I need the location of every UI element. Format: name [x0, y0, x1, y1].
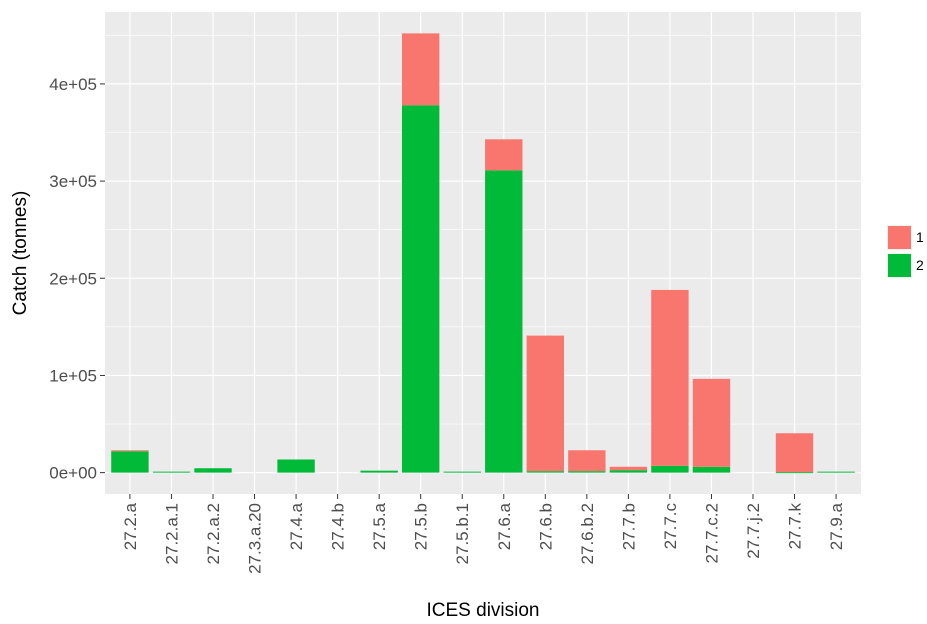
x-tick-label: 27.3.a.20	[246, 503, 265, 574]
y-tick-label: 1e+05	[49, 366, 97, 385]
bar-segment	[485, 170, 523, 473]
bar-segment	[402, 33, 440, 106]
x-tick-label: 27.7.k	[786, 503, 805, 550]
bar-segment	[111, 451, 149, 473]
x-tick-label: 27.5.b.1	[453, 503, 472, 564]
bar-segment	[402, 105, 440, 473]
x-tick-label: 27.7.c.2	[702, 503, 721, 564]
y-tick-label: 3e+05	[49, 172, 97, 191]
bar-segment	[443, 471, 481, 473]
x-tick-label: 27.2.a	[121, 502, 140, 550]
y-tick-label: 0e+00	[49, 464, 97, 483]
bar-segment	[526, 471, 564, 473]
bar-segment	[152, 471, 191, 473]
legend-label: 2	[916, 257, 924, 273]
y-tick-label: 2e+05	[49, 269, 97, 288]
bar-segment	[568, 450, 606, 472]
bar-segment	[609, 466, 648, 471]
x-tick-label: 27.6.a	[495, 502, 514, 550]
x-tick-label: 27.2.a.2	[204, 503, 223, 564]
plot-panel	[105, 12, 861, 494]
bar-segment	[360, 470, 398, 473]
bar-segment	[692, 466, 731, 473]
bar-segment	[651, 289, 689, 466]
x-axis: 27.2.a 27.2.a.1 27.2.a.2 27.3.a.20 27.4.a 27.…	[121, 494, 846, 574]
bar-segment	[194, 468, 232, 473]
y-tick-label: 4e+05	[49, 75, 97, 94]
bar-segment	[651, 465, 689, 473]
bar-segment	[277, 459, 315, 473]
x-tick-label: 27.5.a	[370, 502, 389, 550]
x-tick-label: 27.7.j.2	[744, 503, 763, 559]
bars	[111, 33, 855, 474]
x-tick-label: 27.6.b.2	[578, 503, 597, 564]
x-tick-label: 27.5.b	[412, 503, 431, 550]
bar-segment	[111, 450, 149, 452]
legend-label: 1	[916, 229, 924, 245]
bar-segment	[485, 139, 523, 171]
bar-segment	[775, 433, 814, 473]
x-axis-title: ICES division	[427, 600, 540, 621]
bar-segment	[526, 335, 564, 472]
x-tick-label: 27.4.b	[329, 503, 348, 550]
x-tick-label: 27.2.a.1	[162, 503, 181, 564]
bar-segment	[817, 471, 855, 473]
y-axis: 0e+00 1e+05 2e+05 3e+05 4e+05	[49, 75, 105, 483]
legend-key	[888, 226, 911, 249]
bar-segment	[692, 378, 731, 467]
x-tick-label: 27.6.b	[536, 503, 555, 550]
legend: 12	[887, 225, 924, 278]
bar-segment	[775, 472, 814, 474]
bar-segment	[568, 471, 606, 473]
x-tick-label: 27.7.c	[661, 503, 680, 550]
y-axis-title: Catch (tonnes)	[10, 191, 31, 316]
legend-key	[888, 254, 911, 277]
x-tick-label: 27.4.a	[287, 502, 306, 550]
x-tick-label: 27.7.b	[619, 503, 638, 550]
x-tick-label: 27.9.a	[827, 502, 846, 550]
minor-gridlines	[105, 35, 861, 425]
bar-segment	[609, 470, 648, 473]
